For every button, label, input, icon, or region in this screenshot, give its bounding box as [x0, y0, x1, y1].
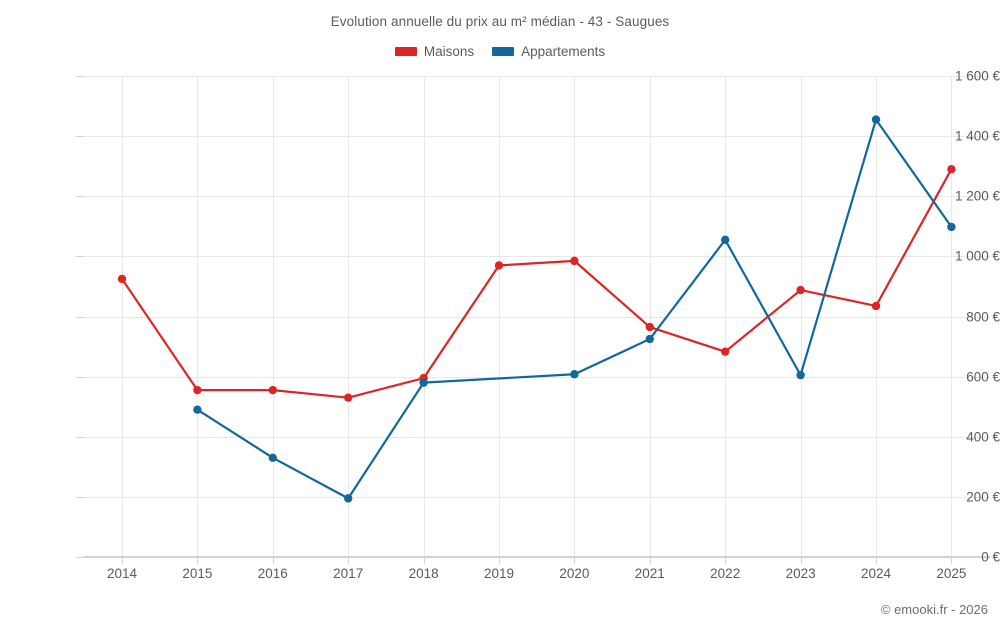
- gridline-horizontal: [83, 496, 990, 498]
- gridline-vertical: [951, 76, 953, 557]
- series-line-appartements: [196, 118, 953, 500]
- y-tick-label: 800 €: [966, 309, 1000, 324]
- y-tick-mark: [76, 136, 83, 138]
- y-axis: [0, 0, 83, 625]
- y-tick-mark: [76, 496, 83, 498]
- x-tick-mark: [725, 557, 727, 564]
- x-tick-mark: [951, 557, 953, 564]
- y-tick-mark: [76, 436, 83, 438]
- data-point[interactable]: [947, 222, 956, 232]
- plot-area: [83, 76, 990, 558]
- y-tick-mark: [76, 316, 83, 318]
- x-tick-label: 2018: [408, 566, 439, 581]
- data-point[interactable]: [268, 453, 277, 462]
- gridline-vertical: [122, 76, 123, 557]
- x-tick-mark: [197, 557, 199, 564]
- gridline-horizontal: [83, 256, 990, 258]
- legend-item-maisons[interactable]: Maisons: [394, 44, 475, 59]
- x-tick-label: 2025: [936, 566, 967, 581]
- data-point[interactable]: [721, 235, 730, 245]
- data-point[interactable]: [344, 494, 353, 503]
- gridline-horizontal: [83, 196, 990, 198]
- y-tick-label: 200 €: [966, 489, 1000, 505]
- gridline-vertical: [725, 76, 727, 557]
- x-tick-label: 2021: [634, 566, 665, 581]
- x-tick-mark: [348, 557, 350, 564]
- gridline-vertical: [574, 76, 576, 557]
- gridline-vertical: [649, 76, 651, 557]
- gridline-vertical: [499, 76, 500, 557]
- credit-text: © emooki.fr - 2026: [880, 602, 988, 617]
- x-tick-label: 2016: [257, 566, 288, 581]
- data-point[interactable]: [193, 385, 202, 395]
- gridline-vertical: [423, 76, 425, 557]
- x-tick-label: 2023: [785, 566, 816, 581]
- chart-legend: Maisons Appartements: [0, 44, 1000, 59]
- y-tick-label: 1 400 €: [954, 128, 1000, 144]
- x-tick-label: 2017: [333, 566, 364, 581]
- y-tick-label: 1 600 €: [954, 68, 1000, 84]
- gridline-horizontal: [83, 76, 990, 77]
- y-tick-mark: [76, 557, 83, 558]
- x-tick-label: 2024: [860, 566, 892, 581]
- y-tick-mark: [76, 196, 83, 198]
- data-point[interactable]: [570, 256, 579, 266]
- data-point[interactable]: [193, 405, 202, 414]
- x-tick-mark: [800, 557, 802, 564]
- y-tick-mark: [76, 76, 83, 77]
- x-axis-line: [83, 556, 990, 557]
- x-tick-label: 2020: [559, 566, 590, 581]
- data-point[interactable]: [871, 301, 881, 311]
- legend-label-appartements: Appartements: [521, 44, 606, 59]
- x-tick-mark: [574, 557, 576, 564]
- y-tick-mark: [76, 256, 83, 258]
- chart-title: Evolution annuelle du prix au m² médian …: [330, 14, 670, 29]
- y-tick-label: 600 €: [966, 369, 1000, 385]
- y-tick-label: 1 000 €: [954, 248, 1000, 264]
- x-tick-label: 2014: [106, 566, 138, 581]
- x-tick-mark: [649, 557, 651, 564]
- y-tick-mark: [76, 376, 83, 378]
- gridline-horizontal: [83, 316, 990, 318]
- y-tick-label: 1 200 €: [954, 188, 1000, 204]
- gridline-vertical: [272, 76, 274, 557]
- data-point[interactable]: [117, 274, 127, 284]
- gridline-horizontal: [83, 557, 990, 558]
- y-tick-label: 0 €: [981, 549, 1000, 565]
- x-tick-mark: [876, 557, 877, 564]
- data-point[interactable]: [721, 347, 730, 356]
- gridline-horizontal: [83, 136, 990, 138]
- x-tick-mark: [272, 557, 274, 564]
- data-point[interactable]: [796, 370, 805, 380]
- data-point[interactable]: [645, 322, 654, 332]
- x-tick-label: 2015: [182, 566, 213, 581]
- x-tick-mark: [122, 557, 123, 564]
- legend-swatch-maisons: [394, 47, 417, 56]
- gridline-vertical: [876, 76, 877, 557]
- data-point[interactable]: [344, 393, 353, 402]
- data-point[interactable]: [268, 385, 277, 395]
- gridline-vertical: [197, 76, 199, 557]
- gridline-horizontal: [83, 436, 990, 438]
- data-point[interactable]: [796, 285, 805, 295]
- data-point[interactable]: [494, 261, 504, 270]
- gridline-vertical: [800, 76, 802, 557]
- legend-item-appartements[interactable]: Appartements: [492, 44, 605, 59]
- series-line-maisons: [120, 168, 953, 399]
- data-point[interactable]: [645, 334, 654, 344]
- legend-label-maisons: Maisons: [423, 44, 475, 59]
- data-point[interactable]: [947, 164, 956, 174]
- x-tick-mark: [423, 557, 425, 564]
- legend-swatch-appartements: [492, 47, 515, 56]
- x-tick-mark: [499, 557, 500, 564]
- data-point[interactable]: [871, 115, 881, 124]
- data-point[interactable]: [419, 378, 428, 387]
- x-tick-label: 2019: [483, 566, 515, 581]
- gridline-vertical: [348, 76, 350, 557]
- series-plot: [117, 115, 956, 503]
- data-point[interactable]: [570, 370, 579, 379]
- y-tick-label: 400 €: [966, 429, 1000, 445]
- x-tick-label: 2022: [710, 566, 741, 581]
